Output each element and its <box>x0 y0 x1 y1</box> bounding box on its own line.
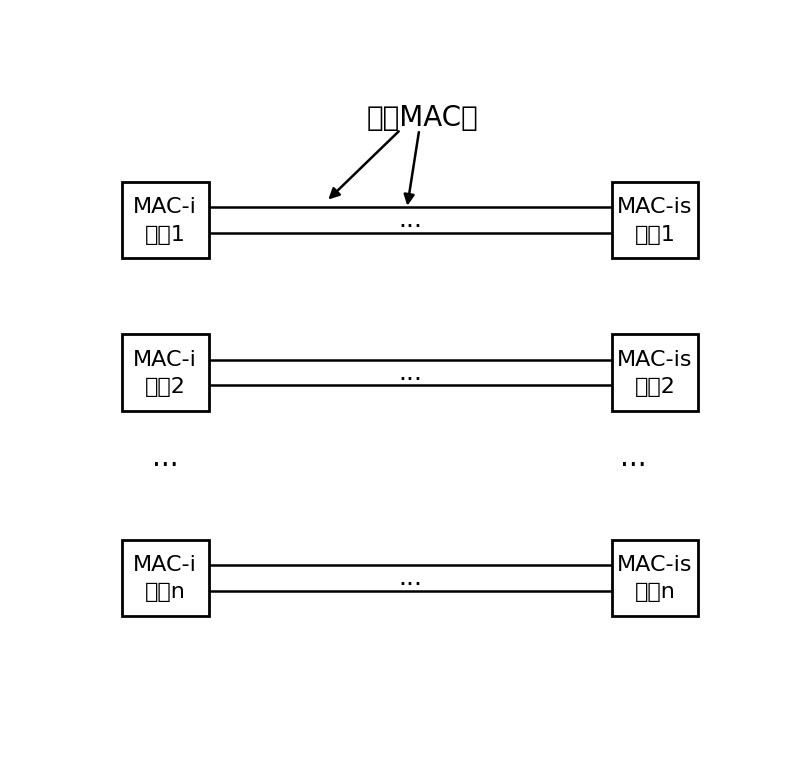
Text: MAC-i: MAC-i <box>133 350 197 370</box>
Bar <box>611 540 698 616</box>
Bar <box>611 335 698 411</box>
Text: 实䍉n: 实䍉n <box>634 582 675 602</box>
Text: 实䍉1: 实䍉1 <box>145 225 186 245</box>
Bar <box>611 182 698 258</box>
Text: ...: ... <box>152 444 178 472</box>
Text: ...: ... <box>398 209 422 232</box>
Text: 实䍉2: 实䍉2 <box>634 377 675 397</box>
Bar <box>122 182 209 258</box>
Bar <box>122 335 209 411</box>
Text: MAC-i: MAC-i <box>133 197 197 218</box>
Text: MAC-is: MAC-is <box>617 197 693 218</box>
Text: MAC-is: MAC-is <box>617 350 693 370</box>
Text: MAC-is: MAC-is <box>617 555 693 575</box>
Text: 实䍉n: 实䍉n <box>145 582 186 602</box>
Text: 实䍉1: 实䍉1 <box>634 225 675 245</box>
Text: ...: ... <box>398 361 422 384</box>
Text: 公共MAC流: 公共MAC流 <box>366 103 478 132</box>
Text: MAC-i: MAC-i <box>133 555 197 575</box>
Text: ...: ... <box>620 444 646 472</box>
Text: ...: ... <box>398 565 422 590</box>
Text: 实䍉2: 实䍉2 <box>145 377 186 397</box>
Bar <box>122 540 209 616</box>
